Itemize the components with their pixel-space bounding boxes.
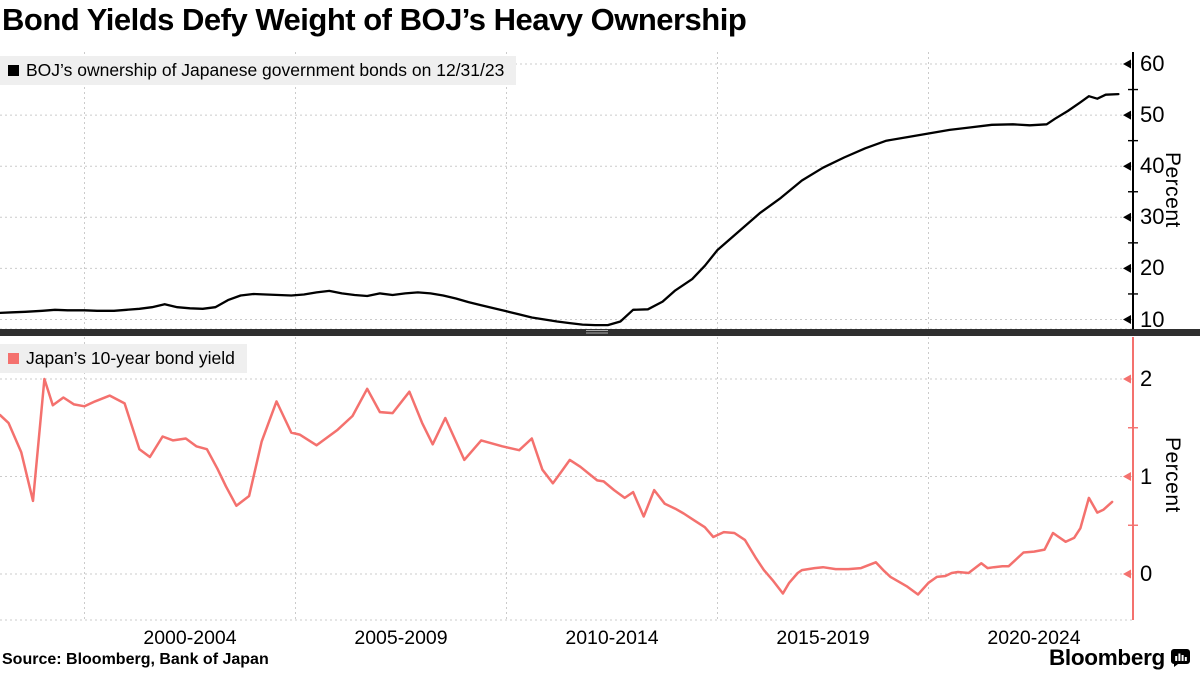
bloomberg-wordmark: Bloomberg <box>1048 645 1165 670</box>
series-line-boj-ownership <box>0 92 1120 327</box>
major-tick-arrow <box>1123 374 1131 384</box>
y-tick-label: 2 <box>1140 366 1153 391</box>
x-axis-label: 2000-2004 <box>143 627 237 649</box>
major-tick-arrow <box>1123 263 1131 273</box>
x-axis-label: 2005-2009 <box>354 627 448 649</box>
x-axis-label: 2015-2019 <box>776 627 870 649</box>
y-axis-title-top: Percent <box>1161 152 1184 228</box>
bloomberg-bug-icon <box>1171 649 1190 667</box>
y-tick-label: 60 <box>1140 51 1165 76</box>
y-axis-title-bottom: Percent <box>1161 437 1184 513</box>
source-note: Source: Bloomberg, Bank of Japan <box>2 651 269 668</box>
major-tick-arrow <box>1123 59 1131 69</box>
y-tick-label: 10 <box>1140 306 1165 332</box>
panel-separator <box>0 329 1200 336</box>
legend-swatch-salmon <box>8 353 19 364</box>
y-tick-label: 30 <box>1140 204 1165 230</box>
y-tick-label: 50 <box>1140 102 1165 128</box>
major-tick-arrow <box>1123 569 1131 579</box>
legend-bond-yield: Japan’s 10-year bond yield <box>0 344 247 373</box>
legend-boj-ownership: BOJ’s ownership of Japanese government b… <box>0 56 517 85</box>
major-tick-arrow <box>1123 315 1131 324</box>
major-tick-arrow <box>1123 212 1131 222</box>
series-line-jgb-10y-yield <box>0 377 1114 596</box>
legend-label: BOJ’s ownership of Japanese government b… <box>26 60 505 80</box>
major-tick-arrow <box>1123 110 1131 120</box>
major-tick-arrow <box>1123 472 1131 481</box>
separator-drag-handle-icon[interactable] <box>586 330 608 335</box>
legend-swatch-black <box>8 65 19 76</box>
legend-label: Japan’s 10-year bond yield <box>26 348 235 368</box>
y-tick-label: 40 <box>1140 153 1165 179</box>
page-title: Bond Yields Defy Weight of BOJ’s Heavy O… <box>2 2 747 37</box>
x-axis-label: 2010-2014 <box>565 627 659 649</box>
y-tick-label: 1 <box>1140 463 1153 489</box>
y-tick-label: 0 <box>1140 561 1153 586</box>
major-tick-arrow <box>1123 161 1131 171</box>
bloomberg-logo: Bloomberg <box>1049 645 1190 671</box>
x-axis-label: 2020-2024 <box>987 627 1081 649</box>
y-tick-label: 20 <box>1140 255 1165 281</box>
